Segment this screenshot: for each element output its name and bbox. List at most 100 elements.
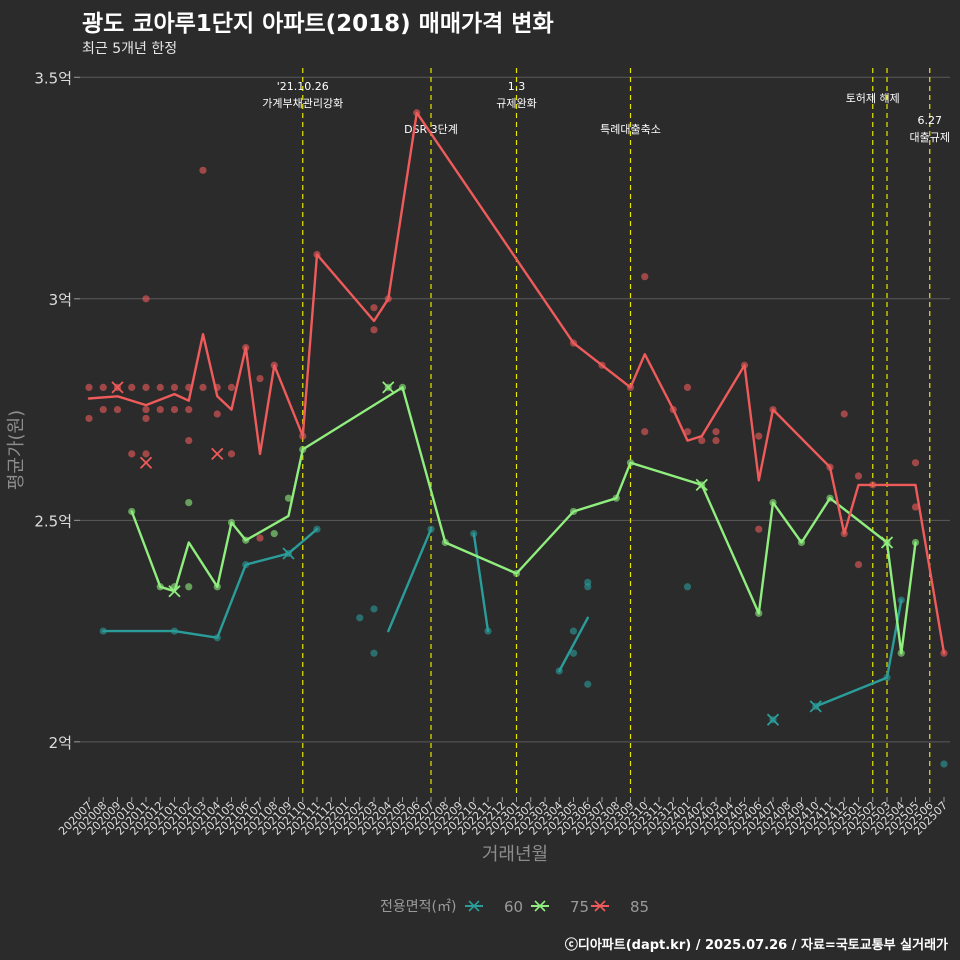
event-label: 특례대출축소	[600, 123, 661, 136]
data-point	[85, 383, 93, 392]
data-point	[755, 525, 763, 533]
series-line	[87, 111, 946, 655]
data-point	[85, 414, 93, 423]
data-point	[584, 680, 592, 688]
legend-swatch-x	[468, 900, 480, 912]
event-label: DSR 3단계	[404, 123, 458, 136]
x-marker	[695, 478, 708, 492]
data-point	[641, 428, 649, 436]
data-point	[256, 374, 264, 383]
event-label: 6.27	[918, 114, 943, 127]
data-point	[370, 605, 378, 613]
data-point	[755, 432, 763, 440]
data-point	[156, 383, 164, 392]
series-line	[558, 616, 589, 673]
data-point	[142, 383, 150, 392]
data-point	[683, 583, 692, 591]
legend-item: 75	[531, 898, 589, 916]
data-point	[356, 614, 364, 622]
data-point	[185, 499, 193, 507]
legend-label: 75	[570, 898, 589, 916]
data-point	[698, 436, 706, 445]
data-point	[185, 583, 193, 591]
x-marker	[282, 547, 295, 560]
series-line	[387, 528, 433, 633]
y-tick-label: 2억	[49, 734, 72, 752]
x-marker	[168, 585, 181, 598]
data-point	[170, 405, 179, 414]
event-label: 대출규제	[910, 131, 950, 144]
x-marker-stroke	[766, 713, 780, 726]
data-point	[99, 383, 107, 392]
grid-lines	[80, 76, 950, 743]
data-point	[142, 414, 150, 423]
data-point	[170, 383, 179, 392]
x-marker-stroke	[111, 381, 124, 394]
data-point	[142, 405, 150, 414]
event-label: '21.10.26	[277, 80, 329, 93]
legend-label: 85	[630, 898, 649, 916]
data-point	[641, 273, 649, 281]
event-label: 토허제 해제	[846, 91, 900, 105]
legend-item: 60	[465, 898, 523, 916]
data-point	[370, 326, 378, 334]
x-marker-stroke	[880, 536, 894, 549]
data-point	[256, 534, 264, 542]
x-marker	[766, 713, 780, 726]
data-point	[569, 627, 578, 635]
data-point	[270, 530, 278, 538]
event-label: 가계부채관리강화	[262, 97, 343, 110]
y-tick-label: 3.5억	[34, 69, 72, 87]
x-marker	[111, 381, 124, 394]
y-tick-label: 2.5억	[34, 512, 72, 530]
legend-label: 60	[504, 898, 523, 916]
x-markers	[111, 381, 894, 726]
x-marker-stroke	[139, 456, 153, 469]
data-point	[712, 428, 720, 436]
data-point	[584, 583, 592, 591]
data-point	[156, 405, 164, 414]
x-marker	[880, 536, 894, 549]
data-point	[911, 459, 920, 467]
legend-title: 전용면적(㎡)	[380, 899, 456, 915]
x-marker	[211, 447, 224, 461]
data-point	[227, 383, 236, 392]
x-marker-stroke	[382, 381, 395, 394]
source-caption: ⓒ디아파트(dapt.kr) / 2025.07.26 / 자료=국토교통부 실…	[564, 938, 948, 953]
data-point	[227, 450, 236, 458]
chart-subtitle: 최근 5개년 한정	[82, 41, 178, 57]
legend-swatch-x	[594, 900, 606, 912]
data-point	[142, 450, 150, 458]
series-line	[814, 598, 903, 708]
data-point	[911, 503, 920, 511]
data-point	[199, 383, 207, 392]
series-line	[102, 528, 319, 639]
chart-title: 광도 코아루1단지 아파트(2018) 매매가격 변화	[82, 11, 554, 37]
legend: 전용면적(㎡) 60 75 85	[380, 898, 649, 916]
data-point	[940, 760, 948, 768]
series-line	[130, 386, 917, 655]
data-point	[213, 410, 221, 418]
data-point	[99, 405, 107, 414]
legend-swatch-x	[534, 900, 546, 912]
data-point	[113, 405, 122, 414]
data-point	[284, 494, 293, 502]
data-point	[199, 166, 207, 174]
data-point	[185, 405, 193, 414]
data-point	[185, 436, 193, 445]
data-point	[683, 383, 692, 392]
x-marker-stroke	[695, 478, 708, 492]
data-point	[569, 649, 578, 657]
x-marker	[382, 381, 395, 394]
data-point	[854, 561, 863, 569]
y-axis-title: 평균가(원)	[6, 410, 27, 490]
event-label: 1.3	[508, 80, 526, 93]
x-marker-stroke	[809, 700, 822, 713]
series-lines	[87, 111, 946, 708]
data-point	[142, 295, 150, 303]
x-marker-stroke	[168, 585, 181, 598]
series-line	[472, 532, 490, 633]
data-point	[370, 649, 378, 657]
